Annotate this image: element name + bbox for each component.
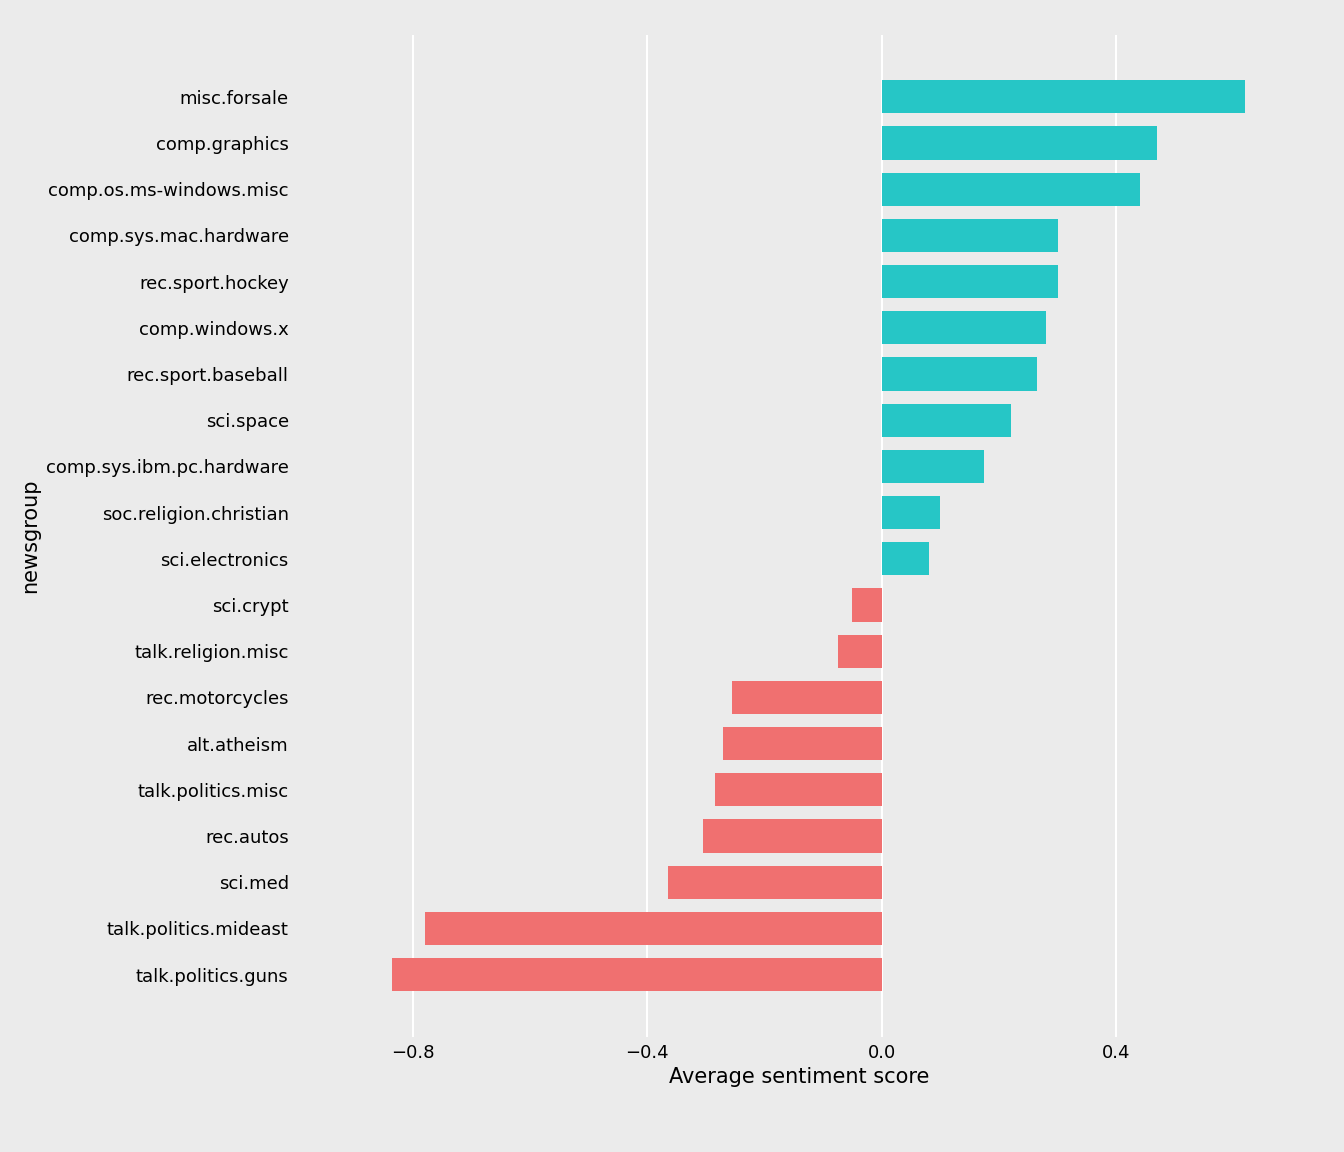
Bar [392, 958, 882, 991]
Bar [715, 773, 882, 806]
Bar [882, 81, 1245, 113]
X-axis label: Average sentiment score: Average sentiment score [669, 1067, 930, 1087]
Bar [882, 543, 929, 575]
Bar [852, 589, 882, 622]
Bar [882, 311, 1046, 344]
Y-axis label: newsgroup: newsgroup [20, 478, 40, 593]
Bar [882, 127, 1157, 160]
Bar [882, 497, 941, 529]
Bar [703, 819, 882, 852]
Bar [882, 449, 984, 483]
Bar [882, 265, 1058, 298]
Bar [723, 727, 882, 760]
Bar [882, 357, 1038, 391]
Bar [837, 635, 882, 668]
Bar [425, 911, 882, 945]
Bar [732, 681, 882, 714]
Bar [668, 865, 882, 899]
Bar [882, 173, 1140, 206]
Bar [882, 219, 1058, 252]
Bar [882, 403, 1011, 437]
